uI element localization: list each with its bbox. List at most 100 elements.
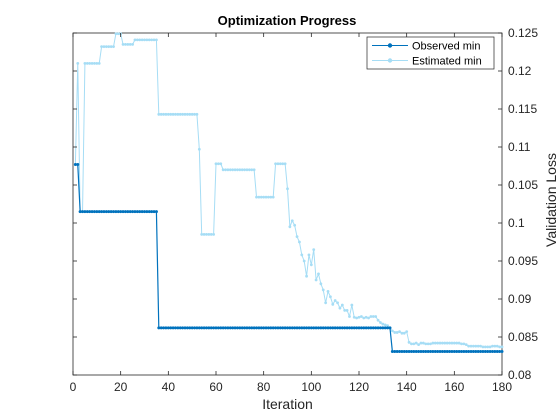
estimated-min-point (481, 345, 485, 349)
estimated-min-point (329, 295, 332, 299)
observed-min-point (326, 326, 330, 330)
observed-min-point (209, 326, 213, 330)
estimated-min-point (195, 112, 199, 116)
y-axis-label: Validation Loss (543, 153, 559, 247)
observed-min-point (78, 210, 82, 214)
observed-min-point (150, 210, 154, 214)
estimated-min-point (228, 168, 232, 172)
observed-min-point (429, 349, 432, 353)
estimated-min-point (238, 168, 242, 172)
observed-min-point (474, 349, 478, 353)
observed-min-point (493, 349, 497, 353)
estimated-min-point (419, 341, 423, 345)
x-tick-label: 0 (70, 380, 77, 394)
estimated-min-point (298, 240, 301, 244)
estimated-min-point (448, 341, 451, 345)
estimated-min-point (498, 345, 502, 349)
estimated-min-point (90, 62, 94, 65)
estimated-min-point (309, 263, 313, 267)
estimated-min-point (359, 315, 363, 318)
estimated-min-point (288, 225, 292, 229)
observed-min-point (350, 326, 354, 330)
estimated-min-point (126, 43, 130, 46)
observed-min-point (300, 326, 304, 330)
estimated-min-point (376, 318, 380, 322)
observed-min-point (204, 326, 208, 330)
observed-min-point (314, 326, 318, 330)
observed-min-point (221, 326, 225, 330)
estimated-min-point (398, 330, 401, 334)
x-tick-label: 160 (444, 380, 464, 394)
observed-min-point (90, 210, 94, 214)
observed-min-point (319, 326, 323, 330)
y-tick-label: 0.105 (508, 178, 538, 192)
observed-min-point (359, 326, 363, 330)
observed-min-point (490, 349, 494, 353)
x-axis-label: Iteration (262, 396, 313, 412)
estimated-min-point (338, 306, 342, 310)
legend-marker-observed-min (387, 43, 393, 48)
estimated-min-point (312, 248, 316, 252)
observed-min-point (219, 326, 223, 330)
estimated-min-point (188, 112, 192, 116)
y-axis: 0.08 0.085 0.09 0.095 0.1 0.105 0.11 0.115 0.12 0… (73, 26, 538, 382)
observed-min-point (336, 326, 340, 330)
observed-min-point (388, 326, 392, 330)
observed-min-point (238, 326, 242, 330)
estimated-min-point (231, 168, 235, 172)
observed-min-point (383, 326, 387, 330)
observed-min-point (433, 349, 437, 353)
observed-min-point (104, 210, 108, 214)
estimated-min-point (212, 233, 216, 236)
estimated-min-point (276, 162, 280, 166)
estimated-min-point (128, 43, 132, 46)
estimated-min-point (436, 341, 440, 345)
observed-min-point (488, 349, 492, 353)
observed-min-point (95, 210, 99, 214)
estimated-min-point (169, 112, 173, 116)
observed-min-point (226, 326, 230, 330)
y-tick-label: 0.09 (508, 292, 532, 306)
estimated-min-point (150, 38, 154, 42)
estimated-min-point (278, 162, 282, 166)
estimated-min-point (417, 343, 420, 346)
observed-min-point (295, 326, 299, 330)
estimated-min-point (190, 112, 194, 116)
estimated-min-point (219, 162, 223, 166)
estimated-min-point (324, 301, 328, 305)
observed-min-point (409, 349, 413, 353)
observed-min-point (81, 210, 85, 214)
estimated-min-point (267, 195, 270, 199)
observed-min-point (302, 326, 306, 330)
estimated-min-point (364, 315, 368, 319)
estimated-min-point (371, 315, 375, 318)
estimated-min-point (264, 195, 268, 199)
estimated-min-point (472, 344, 475, 348)
estimated-min-point (88, 62, 92, 65)
observed-min-point (247, 326, 251, 330)
observed-min-point (266, 326, 270, 330)
observed-min-point (443, 349, 447, 353)
observed-min-point (436, 349, 440, 353)
estimated-min-point (300, 253, 304, 257)
observed-min-point (445, 349, 449, 353)
y-tick-label: 0.115 (508, 102, 537, 116)
estimated-min-point (236, 168, 239, 172)
observed-min-point (200, 326, 204, 330)
observed-min-point (316, 326, 320, 330)
estimated-min-point (374, 315, 378, 318)
estimated-min-point (386, 324, 389, 327)
observed-min-point (114, 210, 118, 214)
estimated-min-point (181, 112, 185, 116)
estimated-min-point (424, 342, 428, 346)
estimated-min-point (124, 43, 127, 46)
estimated-min-point (357, 315, 361, 319)
observed-min-point (171, 326, 175, 330)
estimated-min-point (214, 162, 218, 166)
estimated-min-point (443, 341, 447, 345)
estimated-min-point (233, 168, 237, 172)
observed-min-point (495, 349, 499, 353)
estimated-min-point (159, 112, 163, 116)
estimated-min-point (145, 38, 149, 42)
